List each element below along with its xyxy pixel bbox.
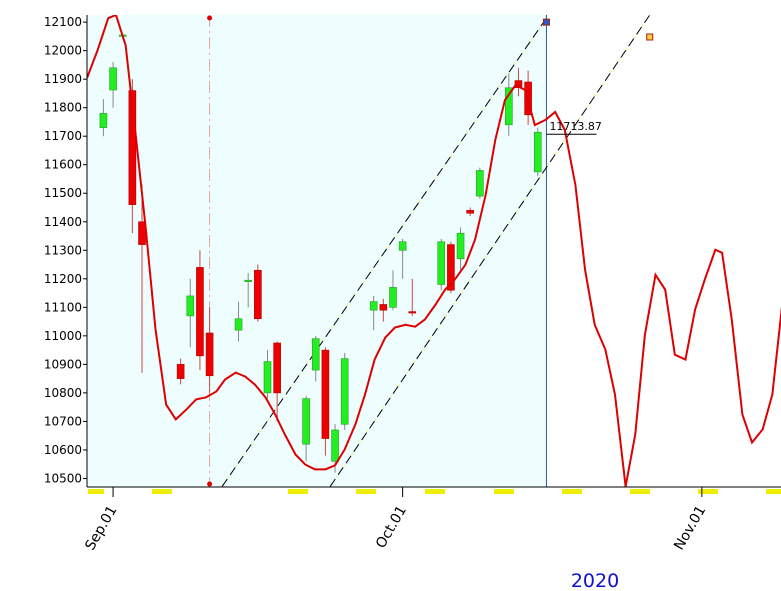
candle-body <box>398 241 407 251</box>
candle-body <box>321 349 330 439</box>
axis-marker <box>562 489 582 494</box>
candle-body <box>311 338 320 371</box>
axes <box>83 15 781 497</box>
candle-body <box>340 358 349 425</box>
y-tick-label: 10900 <box>44 357 82 371</box>
axis-marker <box>356 489 376 494</box>
candle-body <box>186 295 195 317</box>
y-tick-label: 11800 <box>44 101 82 115</box>
axis-marker <box>425 489 445 494</box>
axis-marker <box>88 489 104 494</box>
y-tick-label: 11100 <box>44 300 82 314</box>
y-tick-label: 11700 <box>44 129 82 143</box>
candle-body <box>505 87 513 126</box>
y-tick-label: 10800 <box>44 386 82 400</box>
channel-end-marker <box>542 18 550 26</box>
candle-body <box>254 269 262 320</box>
axis-marker <box>288 489 308 494</box>
candle-body <box>176 364 185 379</box>
y-tick-label: 10700 <box>44 414 82 428</box>
candle-body <box>476 170 484 197</box>
smooth-line <box>87 15 781 487</box>
candle-body <box>99 113 108 128</box>
candle-body <box>456 232 465 260</box>
axis-marker <box>766 489 781 494</box>
candle-body <box>447 244 455 291</box>
year-label: 2020 <box>571 570 619 591</box>
candle-body <box>408 311 417 314</box>
candle-body <box>379 304 388 311</box>
axis-marker <box>698 489 718 494</box>
y-tick-label: 10500 <box>44 471 82 485</box>
candle-body <box>273 342 281 394</box>
candle-body <box>389 287 397 308</box>
candle-body <box>205 332 214 377</box>
candle-body <box>466 210 474 214</box>
channel-line <box>329 15 651 487</box>
y-tick-label: 11900 <box>44 72 82 86</box>
y-tick-label: 12000 <box>44 44 82 58</box>
channel-line <box>221 17 547 487</box>
plot-background <box>87 15 547 487</box>
channel-line-highlight <box>221 17 547 487</box>
y-tick-label: 12100 <box>44 15 82 29</box>
cursor-marker <box>207 481 213 487</box>
candle-body <box>533 131 542 173</box>
candle-body <box>437 241 446 285</box>
candle-body <box>331 429 339 462</box>
y-tick-label: 10600 <box>44 443 82 457</box>
candle-body <box>369 301 378 311</box>
y-tick-label: 11000 <box>44 329 82 343</box>
candle-body <box>128 90 137 205</box>
x-tick-label: Sep.01 <box>82 503 120 553</box>
axis-markers <box>88 489 781 494</box>
y-tick-label: 11300 <box>44 243 82 257</box>
history-region <box>87 15 547 487</box>
channel-line-highlight <box>329 15 651 487</box>
y-tick-label: 11500 <box>44 186 82 200</box>
x-tick-label: Nov.01 <box>671 503 709 553</box>
x-tick-label: Oct.01 <box>373 503 410 551</box>
plot-area <box>87 15 781 487</box>
candle-body <box>263 361 272 394</box>
cursor-marker <box>207 15 213 21</box>
axis-marker <box>494 489 514 494</box>
channel-end-marker <box>646 33 654 41</box>
candle-body <box>109 67 117 91</box>
candle-body <box>244 279 252 282</box>
y-tick-label: 11400 <box>44 215 82 229</box>
y-tick-label: 11600 <box>44 158 82 172</box>
last-price-label: 11713.87 <box>549 120 602 133</box>
y-tick-label: 11200 <box>44 272 82 286</box>
candle-body <box>196 267 204 357</box>
candle-body <box>302 398 310 445</box>
axis-marker <box>152 489 172 494</box>
candle-body <box>234 318 243 331</box>
axis-marker <box>630 489 650 494</box>
